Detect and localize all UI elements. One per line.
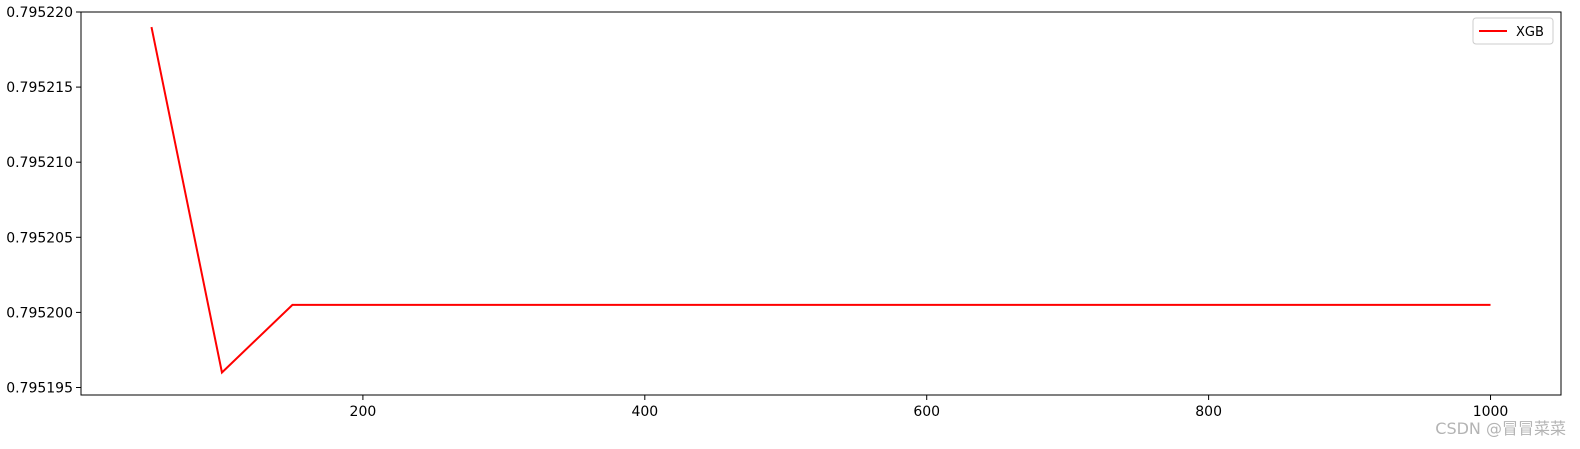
x-tick-label: 200 xyxy=(350,404,377,420)
axes-frame xyxy=(80,11,1562,396)
x-tick-label: 600 xyxy=(913,404,940,420)
legend: XGB xyxy=(1472,17,1554,45)
y-tick-label: 0.795215 xyxy=(6,80,73,96)
plot-area xyxy=(150,26,1491,375)
series-line-xgb xyxy=(150,26,1491,375)
y-tick-label: 0.795205 xyxy=(6,230,73,246)
axes: 200 400 600 800 1000 0.795195 0.795200 0.795205… xyxy=(6,5,1562,420)
y-tick-label: 0.795210 xyxy=(6,155,73,171)
x-tick-label: 800 xyxy=(1195,404,1222,420)
y-tick-label: 0.795200 xyxy=(6,305,73,321)
y-tick-label: 0.795220 xyxy=(6,5,73,21)
legend-box xyxy=(1472,17,1554,45)
watermark-text: CSDN @冒冒菜菜 xyxy=(1435,419,1566,438)
legend-label: XGB xyxy=(1516,25,1544,40)
x-tick-label: 1000 xyxy=(1473,404,1509,420)
x-tick-label: 400 xyxy=(631,404,658,420)
y-tick-label: 0.795195 xyxy=(6,380,73,396)
